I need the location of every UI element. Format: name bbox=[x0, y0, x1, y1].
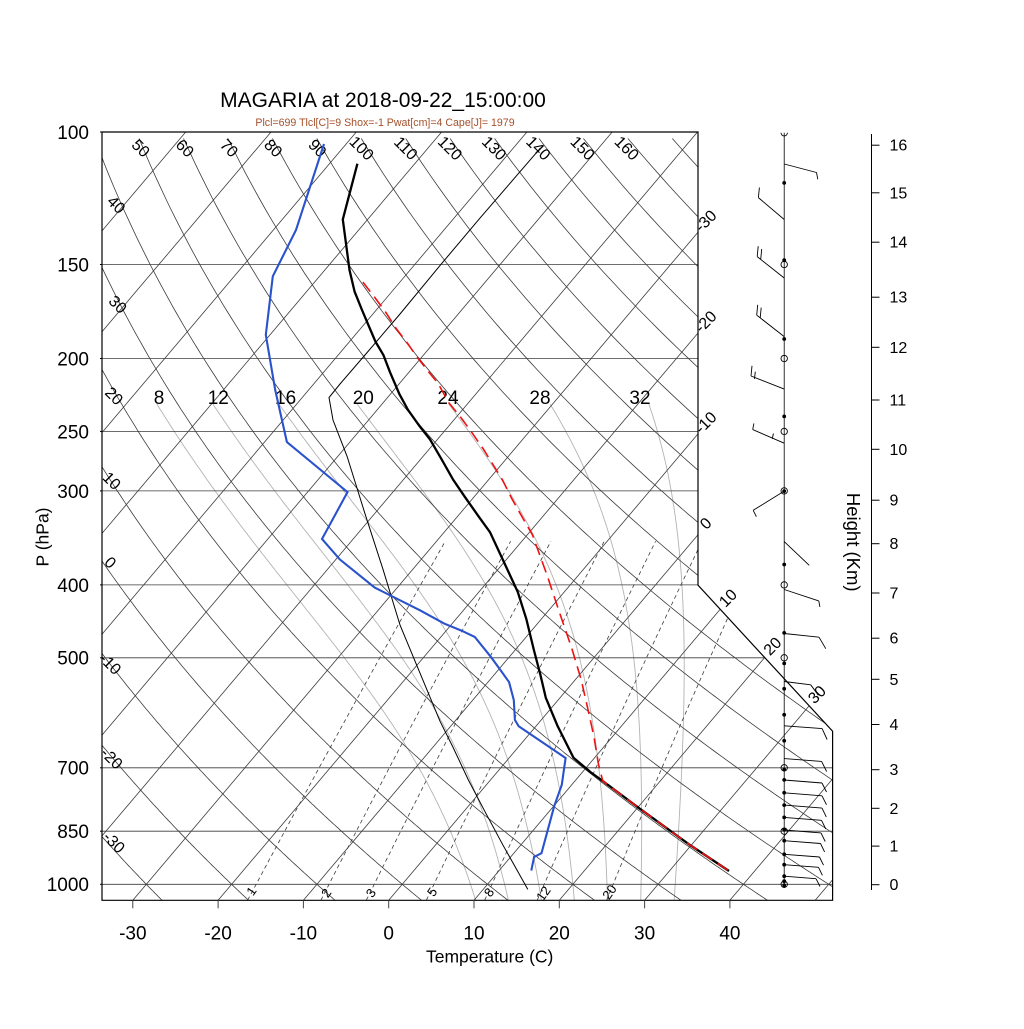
svg-text:10: 10 bbox=[463, 923, 484, 944]
svg-text:5: 5 bbox=[890, 672, 899, 689]
svg-text:3: 3 bbox=[890, 762, 899, 779]
svg-text:500: 500 bbox=[57, 649, 89, 670]
svg-text:150: 150 bbox=[57, 255, 89, 276]
svg-text:-10: -10 bbox=[290, 923, 317, 944]
svg-text:850: 850 bbox=[57, 822, 89, 843]
svg-text:4: 4 bbox=[890, 717, 899, 734]
svg-text:P (hPa): P (hPa) bbox=[33, 507, 53, 566]
svg-text:8: 8 bbox=[890, 536, 899, 553]
svg-text:0: 0 bbox=[383, 923, 394, 944]
svg-text:200: 200 bbox=[57, 349, 89, 370]
svg-text:6: 6 bbox=[890, 631, 899, 648]
svg-text:250: 250 bbox=[57, 422, 89, 443]
svg-text:28: 28 bbox=[529, 388, 550, 409]
svg-text:15: 15 bbox=[890, 185, 908, 202]
svg-text:12: 12 bbox=[890, 340, 908, 357]
svg-text:12: 12 bbox=[208, 388, 229, 409]
svg-text:30: 30 bbox=[634, 923, 655, 944]
svg-text:7: 7 bbox=[890, 586, 899, 603]
svg-text:16: 16 bbox=[890, 138, 908, 155]
svg-text:11: 11 bbox=[890, 393, 907, 410]
svg-text:12: 12 bbox=[533, 883, 554, 903]
svg-text:10: 10 bbox=[890, 442, 908, 459]
svg-text:20: 20 bbox=[549, 923, 570, 944]
svg-text:700: 700 bbox=[57, 759, 89, 780]
svg-text:1000: 1000 bbox=[47, 875, 89, 896]
svg-text:Height (Km): Height (Km) bbox=[843, 493, 864, 592]
svg-text:14: 14 bbox=[890, 235, 908, 252]
svg-text:24: 24 bbox=[437, 388, 459, 409]
svg-text:2: 2 bbox=[890, 801, 899, 818]
svg-text:13: 13 bbox=[890, 290, 908, 307]
svg-text:1: 1 bbox=[890, 839, 899, 856]
svg-text:9: 9 bbox=[890, 493, 899, 510]
svg-text:0: 0 bbox=[890, 877, 899, 894]
svg-text:Plcl=699 Tlcl[C]=9 Shox=-1 Pwa: Plcl=699 Tlcl[C]=9 Shox=-1 Pwat[cm]=4 Ca… bbox=[255, 117, 514, 129]
svg-text:16: 16 bbox=[275, 388, 296, 409]
svg-text:40: 40 bbox=[719, 923, 740, 944]
svg-text:20: 20 bbox=[353, 388, 374, 409]
svg-text:MAGARIA at 2018-09-22_15:00:00: MAGARIA at 2018-09-22_15:00:00 bbox=[220, 89, 546, 112]
svg-text:-30: -30 bbox=[119, 923, 146, 944]
svg-text:-20: -20 bbox=[204, 923, 231, 944]
svg-text:20: 20 bbox=[599, 882, 620, 902]
svg-text:400: 400 bbox=[57, 576, 89, 597]
svg-text:300: 300 bbox=[57, 482, 89, 503]
svg-text:Temperature (C): Temperature (C) bbox=[426, 947, 553, 967]
svg-text:32: 32 bbox=[629, 388, 650, 409]
svg-text:8: 8 bbox=[154, 388, 165, 409]
svg-text:100: 100 bbox=[57, 123, 89, 144]
